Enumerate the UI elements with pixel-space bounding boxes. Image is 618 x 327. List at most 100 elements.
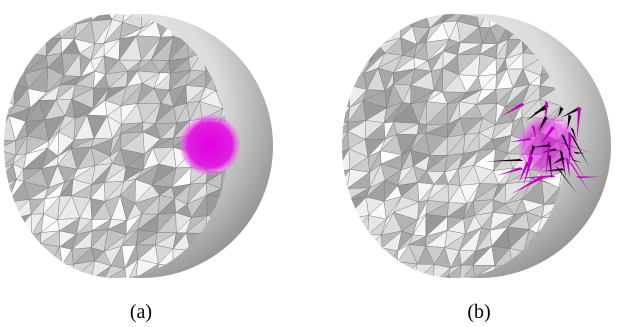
facet [127, 278, 142, 298]
facet [0, 42, 12, 54]
facet [339, 25, 354, 41]
facet [526, 7, 545, 22]
panel: (b) [331, 3, 611, 323]
facet [348, 295, 362, 311]
facet [367, 19, 384, 41]
facet [571, 262, 594, 283]
facet [350, 261, 366, 283]
facet [339, 264, 354, 285]
facet [221, 6, 235, 21]
facet [237, 249, 256, 261]
facet [345, 3, 367, 25]
facet [46, 8, 62, 27]
facet [224, 24, 240, 44]
facet [382, 283, 400, 298]
facet [29, 38, 46, 56]
facet [354, 3, 370, 25]
facet [11, 244, 27, 259]
facet [577, 292, 590, 314]
facet [220, 261, 237, 280]
facet [353, 280, 368, 296]
facet [46, 22, 61, 39]
facet [540, 282, 556, 292]
facet [335, 36, 351, 59]
facet [234, 284, 256, 298]
facet [187, 291, 205, 312]
facet [193, 281, 204, 291]
facet [91, 279, 103, 293]
facet [442, 276, 459, 300]
facet [367, 3, 381, 19]
facet [11, 22, 32, 42]
facet [151, 278, 176, 299]
facet [577, 275, 593, 298]
facet [220, 261, 237, 281]
facet [556, 21, 570, 43]
facet [331, 296, 353, 314]
facet [0, 220, 13, 236]
facet [412, 296, 434, 311]
facet [540, 259, 556, 282]
panel: (a) [0, 4, 273, 323]
facet [240, 25, 256, 44]
facet [170, 278, 184, 299]
facet [8, 39, 33, 51]
facet [61, 264, 74, 281]
facet [234, 296, 256, 310]
facet [331, 7, 354, 25]
facet [234, 281, 256, 296]
facet [514, 293, 530, 314]
facet [530, 292, 545, 314]
facet [509, 293, 526, 310]
facet [32, 28, 46, 39]
facet [55, 277, 73, 299]
facet [240, 24, 256, 44]
facet [56, 9, 78, 24]
panel-label: (a) [130, 301, 152, 323]
facet [578, 29, 589, 45]
facet [1, 84, 15, 105]
facet [554, 298, 576, 313]
facet [151, 299, 176, 312]
facet [396, 293, 409, 311]
facet [239, 298, 257, 312]
facet [429, 276, 449, 300]
facet [30, 294, 41, 311]
facet [409, 284, 432, 296]
facet [77, 293, 96, 317]
facet [334, 186, 347, 200]
facet [482, 284, 496, 300]
facet [460, 277, 482, 300]
facet [555, 7, 577, 23]
facet [0, 197, 8, 219]
facet [338, 236, 350, 253]
facet [187, 291, 200, 312]
facet [571, 9, 588, 29]
facet [442, 296, 460, 316]
facet [334, 200, 346, 220]
facet [571, 260, 591, 283]
facet [398, 283, 412, 298]
facet [42, 8, 62, 27]
facet [0, 259, 17, 281]
facet [545, 282, 556, 300]
facet [571, 7, 586, 21]
figure: (a) (b) [0, 0, 618, 327]
facet [0, 202, 9, 219]
facet [577, 247, 589, 260]
facet [30, 8, 42, 24]
facet [184, 279, 204, 292]
facet [336, 85, 349, 108]
facet [40, 281, 61, 299]
facet [172, 292, 193, 317]
facet [363, 279, 384, 295]
facet [94, 292, 106, 317]
facet [563, 21, 578, 44]
facet [571, 21, 588, 44]
facet [221, 21, 240, 44]
facet [40, 281, 61, 294]
facet [350, 261, 369, 283]
facet [202, 9, 224, 25]
facet [350, 243, 367, 263]
facet [172, 292, 193, 317]
